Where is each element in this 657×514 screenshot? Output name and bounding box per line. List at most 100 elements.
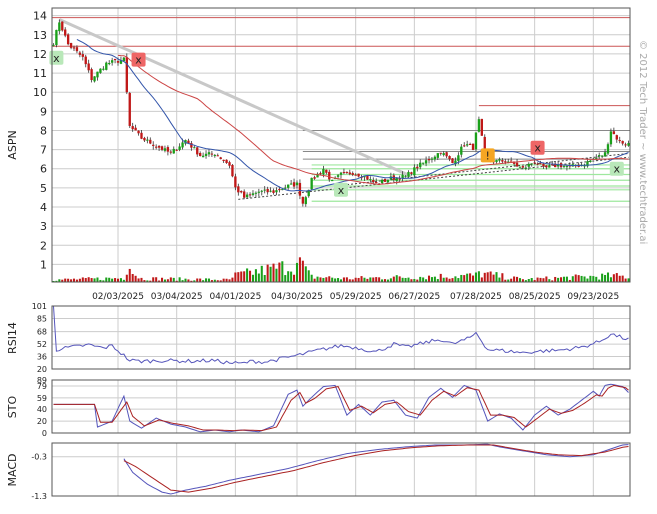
volume-bar [463, 275, 466, 282]
candle-body [360, 177, 363, 179]
volume-bar [202, 280, 205, 282]
volume-bar [146, 280, 149, 282]
candle-body [603, 152, 607, 157]
volume-bar [592, 276, 595, 282]
candle-body [495, 160, 498, 163]
volume-bar [278, 262, 281, 282]
volume-bar [436, 279, 439, 282]
sell-marker: x [530, 140, 545, 155]
candle-body [325, 169, 328, 173]
candle-body [551, 164, 554, 166]
volume-bar [304, 266, 307, 282]
candle-body [465, 144, 469, 146]
candle-body [460, 146, 463, 155]
volume-bar [571, 276, 574, 282]
volume-bar [433, 276, 436, 282]
volume-bar [331, 277, 334, 282]
volume-bar [152, 277, 155, 282]
price-tick-label: 12 [33, 48, 47, 61]
volume-bar [225, 278, 228, 282]
candle-body [419, 162, 422, 168]
candle-body [292, 182, 296, 187]
volume-bar [609, 277, 612, 282]
candle-body [301, 196, 305, 204]
volume-bar [580, 275, 583, 282]
volume-bar [246, 268, 249, 282]
candle-body [131, 126, 134, 130]
volume-bar [166, 279, 169, 282]
candle-body [81, 54, 84, 57]
volume-bar [325, 277, 328, 282]
sto-tick-label: 59 [37, 394, 47, 403]
volume-bar [422, 277, 425, 282]
candle-body [69, 43, 73, 48]
candle-body [281, 189, 284, 191]
candle-body [64, 29, 67, 36]
sto-tick-label: 89 [37, 376, 47, 385]
volume-bar [486, 272, 489, 282]
candle-body [521, 166, 525, 168]
volume-bar [527, 279, 530, 282]
candle-body [600, 155, 604, 157]
volume-bar [322, 277, 325, 282]
candle-body [383, 179, 387, 182]
candle-body [134, 127, 137, 131]
volume-bar [604, 274, 607, 282]
volume-bar [469, 273, 472, 282]
candle-body [231, 164, 234, 177]
candle-body [527, 163, 530, 167]
candle-body [184, 140, 187, 144]
volume-bar [483, 272, 486, 282]
volume-bar [595, 276, 598, 282]
volume-bar [345, 277, 348, 282]
macd-axis-label: MACD [6, 454, 19, 487]
candle-body [275, 190, 278, 193]
candle-body [196, 147, 199, 155]
volume-bar [190, 280, 193, 282]
candle-body [137, 130, 140, 134]
volume-bar [618, 275, 621, 282]
volume-bar [169, 277, 172, 282]
candle-body [58, 22, 61, 32]
volume-bar [316, 276, 319, 282]
volume-bar [386, 279, 389, 282]
volume-bar [498, 277, 501, 282]
macd-signal-line [123, 444, 629, 493]
volume-bar [442, 277, 445, 282]
rsi-panel-frame [51, 305, 631, 370]
volume-bar [328, 276, 331, 282]
candle-body [175, 149, 178, 151]
candle-body [595, 157, 598, 159]
candle-body [289, 183, 293, 185]
volume-bar [457, 278, 460, 282]
candle-body [263, 189, 266, 191]
candle-body [430, 158, 434, 160]
uptrend-line [238, 156, 629, 200]
candle-body [319, 173, 322, 175]
volume-bar [612, 274, 615, 282]
volume-bar [395, 275, 398, 282]
volume-bar [155, 277, 158, 282]
candle-body [87, 63, 90, 71]
volume-bar [96, 277, 99, 282]
candle-body [342, 172, 346, 174]
volume-bar [507, 279, 510, 282]
price-tick-label: 14 [33, 10, 47, 23]
candle-body [436, 153, 439, 158]
candle-body [119, 60, 123, 64]
volume-bar [243, 271, 246, 282]
volume-bar [334, 278, 337, 282]
volume-bar [307, 270, 310, 282]
candle-body [448, 156, 451, 160]
candle-body [295, 182, 299, 186]
sto-tick-label: 79 [37, 382, 47, 391]
candle-body [55, 29, 58, 46]
candle-body [477, 119, 481, 132]
volume-bar [266, 264, 269, 282]
volume-bar [298, 257, 301, 282]
candle-body [313, 177, 316, 179]
candle-body [480, 118, 484, 136]
buy-marker: x [609, 161, 624, 176]
volume-bar [269, 266, 272, 282]
